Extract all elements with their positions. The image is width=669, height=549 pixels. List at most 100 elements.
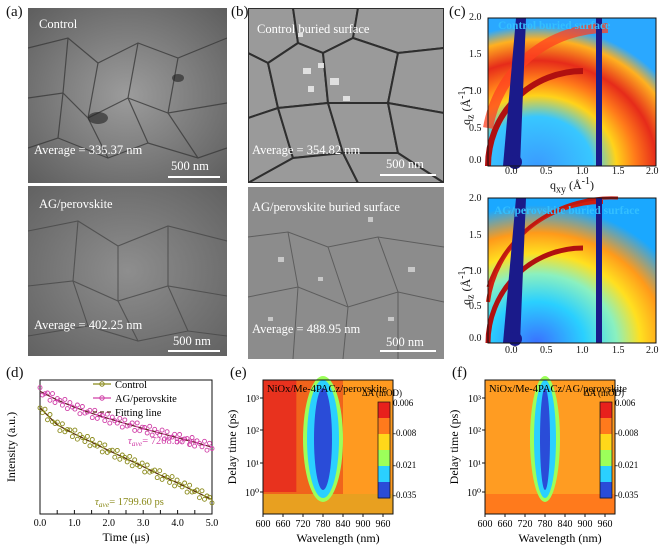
sem-average-label: Average = 402.25 nm	[34, 318, 143, 332]
colorbar-tick-label: 0.006	[615, 398, 636, 408]
data-point	[94, 415, 100, 421]
giwaxs-xtick: 0.0	[505, 166, 518, 177]
colorbar-tick-label: -0.008	[615, 428, 639, 438]
sem-image-ag-top: AG/perovskite Average = 402.25 nm 500 nm	[28, 186, 227, 356]
giwaxs-xtick: 0.5	[540, 345, 553, 356]
data-point	[129, 463, 135, 469]
data-point	[207, 440, 212, 446]
x-tick-label: 960	[598, 519, 613, 530]
y-tick-label: 10⁰	[245, 488, 259, 499]
data-point	[67, 400, 73, 406]
data-point	[197, 495, 202, 501]
colorbar-segment	[600, 450, 612, 467]
x-tick-label: 780	[316, 519, 331, 530]
colorbar-segment	[600, 418, 612, 435]
data-point	[147, 423, 153, 429]
x-tick-label: 660	[498, 519, 513, 530]
data-point	[129, 420, 135, 426]
x-axis-label: Time (μs)	[103, 530, 150, 544]
sem-average-label: Average = 335.37 nm	[34, 143, 143, 157]
scale-bar-label: 500 nm	[171, 159, 209, 173]
data-point	[107, 420, 113, 426]
data-point	[117, 456, 123, 462]
panel-letter-b: (b)	[231, 4, 249, 20]
legend-marker	[99, 395, 105, 401]
giwaxs-ytick: 0.0	[469, 333, 482, 344]
giwaxs-ylabel-unit: (Å	[459, 98, 473, 115]
colorbar-segment	[600, 466, 612, 483]
colorbar-segment	[378, 466, 390, 483]
legend-label: AG/perovskite	[115, 394, 177, 405]
legend-label: Control	[115, 380, 147, 391]
data-point	[157, 468, 163, 474]
panel-letter-f: (f)	[452, 365, 467, 381]
ta-map-e: NiOx/Me-4PACz/perovskite 600 660 720 780 840 9…	[225, 376, 417, 545]
x-axis-label: Wavelength (nm)	[296, 531, 379, 545]
data-point	[112, 454, 118, 460]
data-point	[159, 476, 165, 482]
sem-caption: Control buried surface	[257, 22, 370, 36]
map-title: NiOx/Me-4PACz/perovskite	[267, 384, 387, 395]
data-point	[202, 496, 207, 502]
data-point	[134, 420, 140, 426]
data-point	[47, 397, 53, 403]
data-point	[89, 415, 95, 421]
data-point	[172, 483, 178, 489]
giwaxs-xlabel-close: )	[590, 178, 595, 192]
data-point	[37, 405, 43, 411]
giwaxs-control-title: Control buried surface	[498, 20, 611, 32]
scale-bar	[380, 350, 436, 352]
sem-grain-texture	[248, 187, 444, 359]
colorbar-segment	[378, 482, 390, 499]
data-point	[149, 432, 155, 438]
data-point	[74, 436, 80, 442]
y-tick-label: 10¹	[468, 459, 481, 470]
ta-early-band	[485, 494, 615, 514]
ta-early-band	[263, 494, 393, 514]
data-point	[77, 411, 83, 417]
data-point	[114, 447, 120, 453]
data-point	[109, 414, 115, 420]
tau-annotation: τave= 7208.97 ps	[128, 436, 197, 448]
data-point	[142, 469, 148, 475]
data-point	[64, 406, 70, 412]
y-axis-label: Delay time (ps)	[225, 410, 239, 485]
data-point	[117, 415, 123, 421]
giwaxs-xlabel-sup: -1	[581, 176, 591, 187]
sem-caption: AG/perovskite buried surface	[252, 200, 400, 214]
data-point	[144, 462, 150, 468]
data-point	[184, 489, 190, 495]
sem-caption: Control	[39, 17, 78, 31]
sem-average-label: Average = 488.95 nm	[252, 322, 361, 336]
x-tick-label: 1.0	[68, 518, 81, 529]
data-point	[187, 442, 193, 447]
data-point	[87, 443, 93, 449]
scale-bar-label: 500 nm	[173, 334, 211, 348]
data-point	[187, 482, 193, 488]
ta-region	[263, 380, 297, 492]
giwaxs-ag-title: AG/perovskite buried surface	[494, 205, 640, 217]
data-point	[102, 442, 108, 448]
giwaxs-xtick: 1.5	[612, 166, 625, 177]
giwaxs-ytick: 0.0	[469, 155, 482, 166]
data-point	[162, 436, 168, 442]
data-point	[42, 406, 48, 412]
data-point	[199, 444, 205, 450]
plot-frame	[262, 379, 394, 515]
colorbar-frame	[377, 401, 391, 499]
data-point	[169, 474, 175, 480]
data-point	[209, 500, 215, 506]
legend-label: Fitting line	[115, 408, 162, 419]
x-tick-label: 5.0	[206, 518, 219, 529]
giwaxs-xlabel-sub: xy	[556, 184, 566, 196]
x-tick-label: 900	[356, 519, 371, 530]
colorbar-segment	[378, 434, 390, 451]
giwaxs-beamstop	[508, 332, 522, 346]
data-point	[37, 385, 43, 391]
colorbar-label: ΔA (mOD)	[362, 388, 402, 398]
giwaxs-ytick: 0.5	[469, 123, 482, 134]
colorbar-segment	[378, 402, 390, 419]
sem-image-control-top: Control Average = 335.37 nm 500 nm	[28, 8, 227, 183]
giwaxs-ytick: 2.0	[469, 12, 482, 23]
y-tick-label: 10³	[246, 394, 259, 405]
